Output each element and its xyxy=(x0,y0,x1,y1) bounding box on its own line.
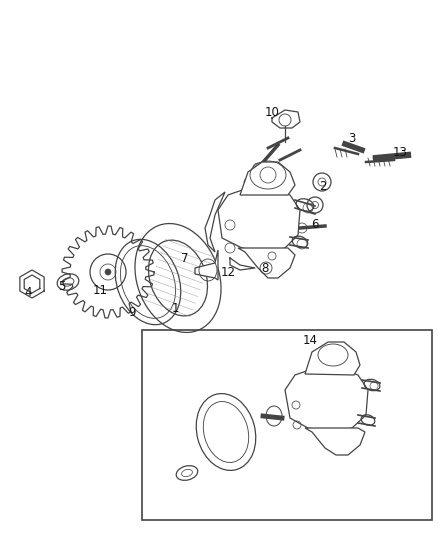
Text: 5: 5 xyxy=(58,279,66,293)
Text: 11: 11 xyxy=(92,284,107,296)
Polygon shape xyxy=(238,248,295,278)
Polygon shape xyxy=(285,368,368,432)
Text: 1: 1 xyxy=(171,302,179,314)
Text: 7: 7 xyxy=(181,252,189,264)
Polygon shape xyxy=(195,250,218,280)
Polygon shape xyxy=(218,188,300,252)
Polygon shape xyxy=(240,162,295,195)
Text: 12: 12 xyxy=(220,265,236,279)
Text: 4: 4 xyxy=(24,286,32,298)
Polygon shape xyxy=(205,192,225,252)
Text: 9: 9 xyxy=(128,305,136,319)
Polygon shape xyxy=(305,428,365,455)
Text: 8: 8 xyxy=(261,262,268,274)
Text: 6: 6 xyxy=(311,219,319,231)
Bar xyxy=(142,330,432,520)
Text: 10: 10 xyxy=(265,106,279,118)
Text: 14: 14 xyxy=(303,334,318,346)
Text: 3: 3 xyxy=(348,132,356,144)
Polygon shape xyxy=(305,342,360,375)
Text: 2: 2 xyxy=(319,180,327,192)
Text: 13: 13 xyxy=(392,146,407,158)
Circle shape xyxy=(105,269,111,275)
